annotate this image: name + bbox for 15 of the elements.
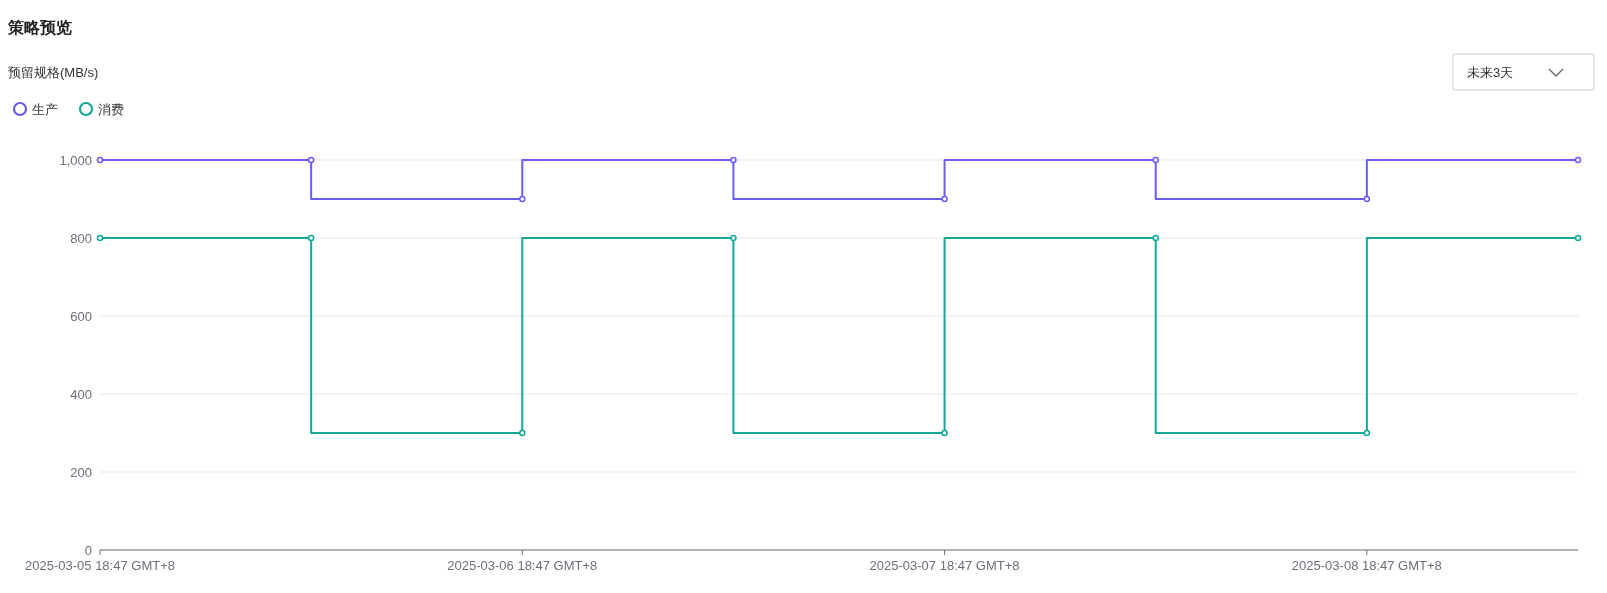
chart-title: 策略预览 [7, 19, 72, 36]
y-tick-label: 0 [84, 543, 92, 558]
y-tick-label: 1,000 [59, 153, 92, 168]
dropdown: 未来3天 [1452, 53, 1595, 91]
x-tick-label: 2025-03-08 18:47 GMT+8 [1291, 558, 1442, 573]
x-tick-label: 2025-03-05 18:47 GMT+8 [25, 558, 175, 573]
legend-label: 生产 [32, 102, 58, 117]
y-tick-label: 200 [70, 465, 92, 480]
x-tick-label: 2025-03-07 18:47 GMT+8 [869, 558, 1020, 573]
text: 预留规格(MB/s) [8, 65, 99, 80]
legend-label: 消费 [98, 102, 124, 117]
x-tick-label: 2025-03-06 18:47 GMT+8 [447, 558, 598, 573]
y-tick-label: 800 [70, 231, 92, 246]
y-tick-label: 400 [70, 387, 92, 402]
y-tick-label: 600 [70, 309, 92, 324]
